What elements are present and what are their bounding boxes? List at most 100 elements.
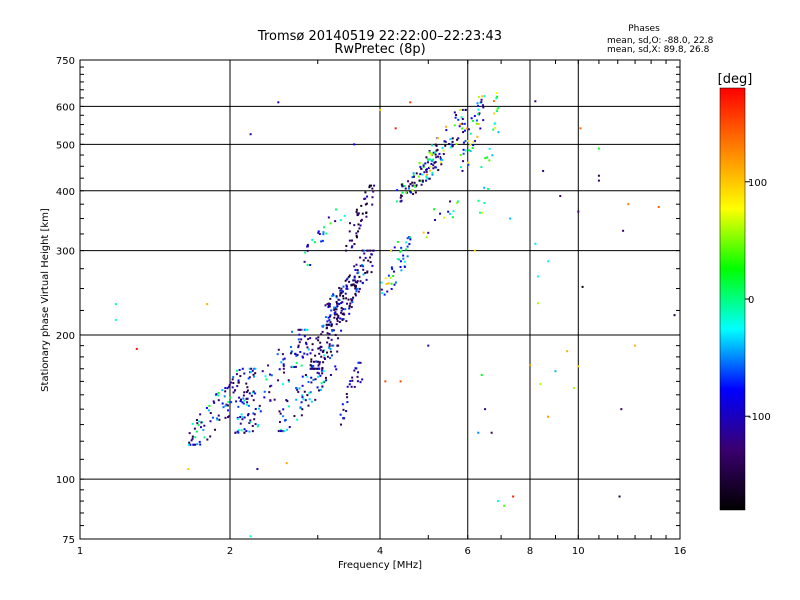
data-point xyxy=(432,167,435,170)
data-point xyxy=(486,156,489,159)
data-point xyxy=(320,240,323,243)
data-point xyxy=(399,250,402,253)
data-point xyxy=(322,233,325,236)
data-point xyxy=(327,337,330,340)
data-point xyxy=(245,403,248,406)
data-point xyxy=(365,211,368,214)
data-point xyxy=(344,279,347,282)
data-point xyxy=(197,424,200,427)
data-point xyxy=(411,189,414,192)
data-point xyxy=(333,313,336,316)
data-point xyxy=(472,144,475,147)
data-point xyxy=(328,319,331,322)
data-point xyxy=(302,398,305,401)
data-point xyxy=(542,169,545,172)
data-point xyxy=(554,370,557,373)
data-point xyxy=(350,298,353,301)
data-point xyxy=(369,249,372,252)
data-point xyxy=(445,125,448,128)
data-point xyxy=(237,381,240,384)
data-point xyxy=(327,316,330,319)
data-point xyxy=(317,372,320,375)
data-point xyxy=(459,123,462,126)
data-point xyxy=(279,412,282,415)
data-point xyxy=(529,364,531,367)
data-point xyxy=(384,277,387,280)
data-point xyxy=(229,396,232,399)
data-point xyxy=(344,292,347,295)
data-point xyxy=(317,231,320,234)
data-point xyxy=(441,158,444,161)
data-point xyxy=(240,398,243,401)
data-point xyxy=(351,283,354,286)
data-point xyxy=(340,311,343,314)
data-point xyxy=(449,146,452,149)
data-point xyxy=(243,372,246,375)
data-point xyxy=(411,181,414,184)
data-point xyxy=(345,392,348,395)
data-point xyxy=(253,375,256,378)
data-point xyxy=(296,418,299,421)
data-point xyxy=(282,358,285,361)
data-point xyxy=(256,468,259,471)
data-point xyxy=(316,375,319,378)
data-point xyxy=(358,227,361,230)
data-point xyxy=(317,339,320,342)
y-tick-label: 200 xyxy=(56,331,75,342)
data-point xyxy=(359,361,362,364)
data-point xyxy=(336,317,339,320)
data-point xyxy=(325,232,328,235)
data-point xyxy=(337,337,340,340)
data-point xyxy=(295,354,298,357)
data-point xyxy=(419,173,422,176)
data-point xyxy=(339,289,342,292)
data-point xyxy=(309,391,312,394)
data-point xyxy=(396,240,399,243)
data-point xyxy=(418,162,421,165)
data-point xyxy=(475,122,478,125)
data-point xyxy=(355,232,358,235)
data-point xyxy=(309,263,312,266)
data-point xyxy=(496,95,499,98)
data-point xyxy=(242,397,245,400)
data-point xyxy=(394,127,397,130)
data-point xyxy=(412,193,415,196)
data-point xyxy=(622,229,625,232)
data-point xyxy=(224,387,227,390)
data-point xyxy=(477,431,480,434)
data-point xyxy=(226,404,229,407)
data-point xyxy=(355,263,358,266)
data-point xyxy=(408,243,411,246)
data-point xyxy=(414,191,417,194)
data-point xyxy=(597,147,600,150)
data-point xyxy=(346,285,349,288)
data-point xyxy=(451,216,454,219)
data-point xyxy=(224,404,227,407)
data-point xyxy=(287,405,290,408)
data-point xyxy=(464,108,467,111)
data-point xyxy=(329,222,332,225)
data-point xyxy=(443,216,446,219)
data-point xyxy=(422,164,425,167)
data-point xyxy=(360,219,363,222)
data-point xyxy=(476,104,479,107)
data-point xyxy=(193,427,196,430)
data-point xyxy=(476,102,479,105)
data-point xyxy=(253,418,256,421)
data-point xyxy=(406,245,409,248)
data-point xyxy=(342,295,345,298)
data-point xyxy=(411,184,414,187)
data-point xyxy=(627,203,630,206)
data-point xyxy=(327,304,330,307)
data-point xyxy=(368,186,371,189)
data-point xyxy=(337,316,340,319)
data-point xyxy=(334,334,337,337)
data-point xyxy=(187,468,190,471)
data-point xyxy=(206,438,209,441)
data-point xyxy=(351,379,354,382)
data-point xyxy=(203,424,206,427)
x-tick-label: 8 xyxy=(527,546,533,557)
data-point xyxy=(338,303,341,306)
data-point xyxy=(371,203,374,206)
data-point xyxy=(402,257,405,260)
